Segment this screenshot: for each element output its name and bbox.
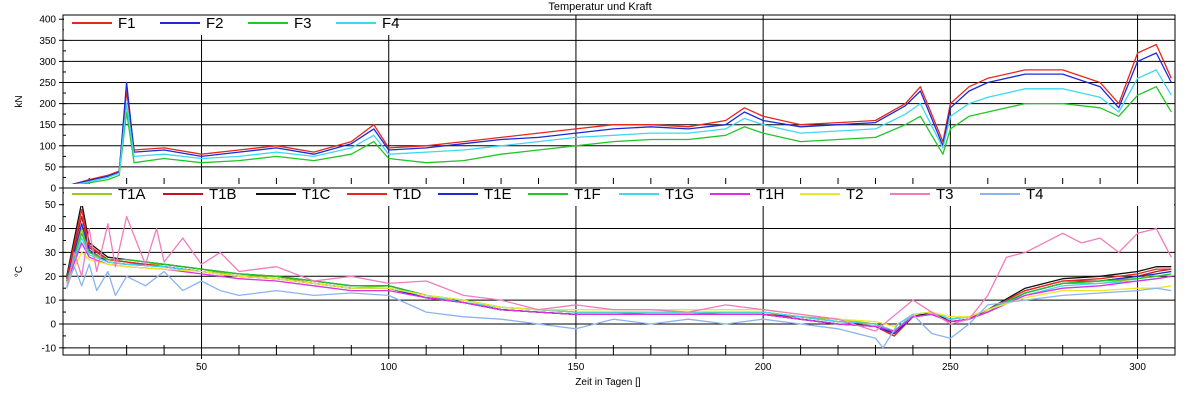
kraft-legend-background	[64, 13, 394, 35]
legend-label-T1A: T1A	[118, 186, 146, 203]
kraft-series-group	[66, 43, 1172, 188]
x-tick-label: 150	[568, 362, 585, 373]
series-line-F1	[66, 43, 1172, 187]
temperatur-y-tick-label: 0	[50, 319, 56, 330]
x-tick-label: 200	[755, 362, 772, 373]
legend-label-T1H: T1H	[756, 186, 784, 203]
legend-label-T3: T3	[936, 186, 954, 203]
kraft-y-tick-label: 200	[39, 99, 56, 110]
temperatur-y-tick-label: 50	[45, 200, 57, 211]
legend-label-T4: T4	[1026, 186, 1044, 203]
legend-label-F2: F2	[206, 15, 224, 32]
temperatur-plot-frame	[62, 187, 1176, 356]
kraft-y-tick-label: 100	[39, 141, 56, 152]
kraft-panel: 0 50 100 150 200 250 300 350 400 kN F1 F2 F3 F4	[14, 13, 1176, 195]
series-line-T1H	[66, 242, 1172, 332]
legend-label-T1F: T1F	[574, 186, 601, 203]
kraft-legend: F1 F2 F3 F4	[64, 13, 400, 35]
legend-label-T1D: T1D	[393, 186, 422, 203]
temperatur-legend: T1A T1B T1C T1D T1E T1F T1G T1H T2 T3 T4	[64, 184, 1174, 206]
chart-panels: 0 50 100 150 200 250 300 350 400 kN F1 F2 F3 F4 -10 0 10…	[14, 13, 1176, 373]
kraft-y-tick-label: 50	[45, 162, 57, 173]
series-line-F3	[66, 86, 1172, 188]
legend-label-T1B: T1B	[209, 186, 237, 203]
temperatur-series-group	[66, 201, 1172, 349]
legend-label-T1C: T1C	[302, 186, 331, 203]
chart-title: Temperatur und Kraft	[548, 1, 651, 13]
x-tick-label: 300	[1129, 362, 1146, 373]
kraft-y-axis-title: kN	[14, 95, 25, 107]
x-tick-label: 50	[196, 362, 208, 373]
kraft-y-tick-label: 250	[39, 78, 56, 89]
legend-label-F4: F4	[382, 15, 400, 32]
kraft-y-tick-label: 400	[39, 15, 56, 26]
legend-label-F1: F1	[118, 15, 136, 32]
x-tick-label: 250	[942, 362, 959, 373]
temperatur-y-tick-label: 40	[45, 224, 57, 235]
temperatur-y-tick-label: -10	[42, 343, 57, 354]
temperatur-y-axis-title: °C	[14, 266, 25, 277]
series-line-T4	[66, 263, 1172, 349]
temperatur-y-tick-label: 30	[45, 248, 57, 259]
series-line-F4	[66, 69, 1172, 187]
temperatur-y-tick-label: 10	[45, 296, 57, 307]
series-line-T3	[66, 215, 1172, 332]
kraft-y-tick-label: 150	[39, 120, 56, 131]
kraft-y-tick-label: 0	[50, 184, 56, 195]
x-axis-title: Zeit in Tagen []	[575, 377, 641, 388]
kraft-y-tick-label: 300	[39, 57, 56, 68]
legend-label-T1G: T1G	[665, 186, 694, 203]
kraft-y-tick-label: 350	[39, 36, 56, 47]
legend-label-F3: F3	[294, 15, 312, 32]
legend-label-T1E: T1E	[484, 186, 512, 203]
x-tick-label: 100	[380, 362, 397, 373]
legend-label-T2: T2	[846, 186, 864, 203]
temperatur-panel: -10 0 10 20 30 40 50 °C T1A T1B T1C T1D T1E T1F T1G T1H…	[14, 184, 1176, 356]
temperatur-y-tick-label: 20	[45, 272, 57, 283]
series-line-F2	[66, 52, 1172, 187]
